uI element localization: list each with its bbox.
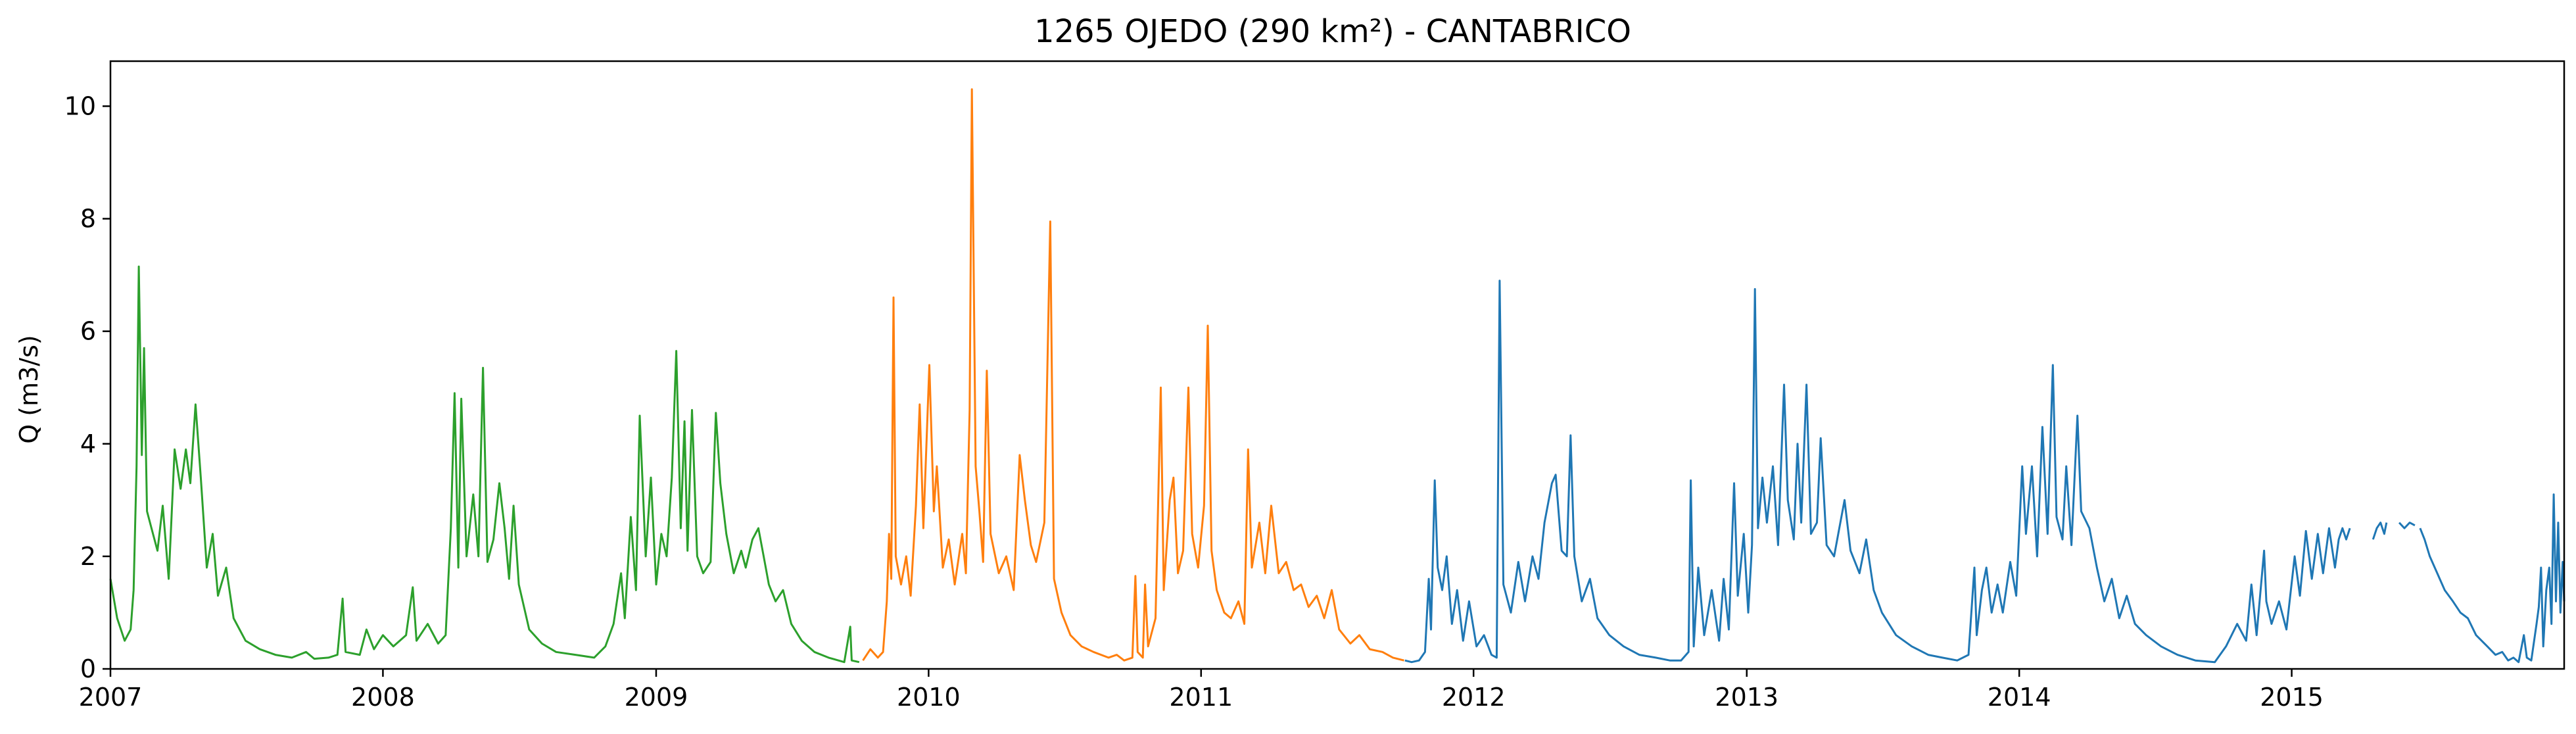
- plot-frame: [109, 60, 2565, 670]
- y-tick-label: 2: [80, 542, 96, 571]
- series-line-0: [109, 265, 860, 664]
- series-line-1: [862, 88, 1404, 662]
- y-tick-label: 8: [80, 205, 96, 233]
- y-tick-label: 10: [64, 91, 96, 120]
- y-tick-label: 6: [80, 317, 96, 346]
- x-tick-label: 2007: [79, 683, 143, 712]
- x-tick-label: 2013: [1715, 683, 1778, 712]
- chart-title: 1265 OJEDO (290 km²) - CANTABRICO: [1034, 13, 1631, 50]
- y-tick-label: 4: [80, 429, 96, 458]
- series-line-2: [1404, 280, 2351, 664]
- y-tick-label: 0: [80, 654, 96, 683]
- series-layer: [109, 88, 2565, 664]
- x-tick-label: 2009: [625, 683, 688, 712]
- x-tick-label: 2015: [2260, 683, 2324, 712]
- y-axis-label: Q (m3/s): [14, 335, 43, 443]
- x-tick-label: 2014: [1988, 683, 2051, 712]
- x-tick-label: 2008: [351, 683, 415, 712]
- axes-layer: 2007 2008 2009 2010 2011 2012 2013 2014 2015 0 2 4 6…: [64, 60, 2565, 712]
- x-tick-label: 2010: [897, 683, 961, 712]
- series-line-5: [2419, 493, 2565, 664]
- x-tick-label: 2012: [1442, 683, 1506, 712]
- series-line-4: [2398, 522, 2416, 529]
- x-tick-label: 2011: [1169, 683, 1233, 712]
- series-line-3: [2372, 522, 2388, 540]
